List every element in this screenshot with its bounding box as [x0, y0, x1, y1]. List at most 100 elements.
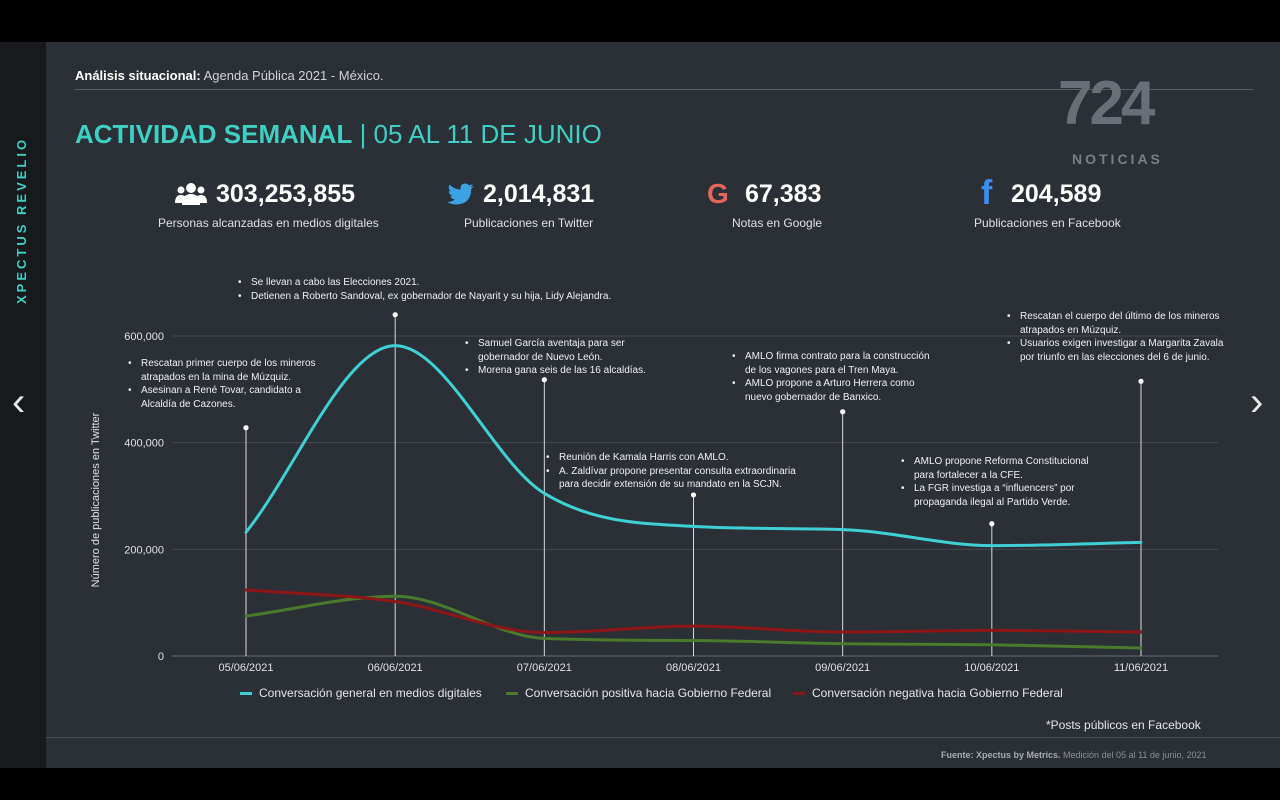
y-tick-label: 0: [158, 651, 164, 663]
stat-label-google: Notas en Google: [732, 216, 823, 230]
source-rest: Medición del 05 al 11 de junio, 2021: [1060, 750, 1207, 760]
annotation-line: Rescatan el cuerpo del último de los min…: [1020, 311, 1220, 322]
legend-label-positive: Conversación positiva hacia Gobierno Fed…: [525, 686, 772, 700]
logo-number: 724: [1058, 69, 1155, 138]
annotation-line: Se llevan a cabo las Elecciones 2021.: [251, 277, 420, 288]
facebook-icon: f: [981, 174, 993, 212]
annotation-bullet: AMLO firma contrato para la construcción…: [732, 350, 930, 377]
stat-label-twitter: Publicaciones en Twitter: [464, 216, 594, 230]
legend-swatch-general: [240, 692, 252, 696]
y-tick-label: 200,000: [124, 544, 164, 556]
annotation-line: AMLO propone a Arturo Herrera como: [745, 378, 915, 389]
legend-item-general: Conversación general en medios digitales: [240, 686, 482, 700]
annotation-line: La FGR investiga a “influencers” por: [914, 483, 1075, 494]
title-rest: | 05 AL 11 DE JUNIO: [352, 119, 602, 149]
y-tick-label: 400,000: [124, 438, 164, 450]
page-title: ACTIVIDAD SEMANAL | 05 AL 11 DE JUNIO: [75, 119, 602, 150]
annotation-bullet: Se llevan a cabo las Elecciones 2021.: [238, 276, 611, 290]
y-axis-label: Número de publicaciones en Twitter: [90, 412, 102, 587]
annotation-line: Morena gana seis de las 16 alcaldías.: [478, 365, 646, 376]
annotation-line: Rescatan primer cuerpo de los mineros: [141, 358, 316, 369]
annotation-line: AMLO propone Reforma Constitucional: [914, 456, 1089, 467]
people-icon: [175, 183, 207, 205]
breadcrumb: Análisis situacional: Agenda Pública 202…: [75, 68, 384, 83]
series-line-general: [244, 344, 1143, 548]
sidebar: XPECTUS REVELIO: [0, 42, 46, 768]
event-annotation: AMLO propone Reforma Constitucional para …: [901, 455, 1089, 509]
event-annotation: AMLO firma contrato para la construcción…: [732, 350, 930, 404]
x-tick-label: 07/06/2021: [517, 662, 572, 674]
annotation-line: Detienen a Roberto Sandoval, ex gobernad…: [251, 290, 612, 302]
legend-swatch-positive: [506, 692, 518, 696]
series-line-negative: [244, 588, 1143, 635]
breadcrumb-bold: Análisis situacional:: [75, 68, 201, 83]
next-slide-button[interactable]: ›: [1250, 380, 1264, 424]
stat-label-facebook: Publicaciones en Facebook: [974, 216, 1121, 230]
legend-label-general: Conversación general en medios digitales: [259, 686, 482, 700]
stat-value-facebook: 204,589: [1011, 180, 1102, 208]
annotation-bullet: Detienen a Roberto Sandoval, ex gobernad…: [238, 290, 611, 304]
annotation-marker-dot: [840, 409, 846, 415]
prev-slide-button[interactable]: ‹: [12, 380, 26, 424]
event-annotation: Reunión de Kamala Harris con AMLO. A. Zal…: [546, 451, 796, 492]
stat-value-google: 67,383: [745, 180, 822, 208]
annotation-line: propaganda ilegal al Partido Verde.: [914, 496, 1071, 508]
stat-value-twitter: 2,014,831: [483, 180, 595, 208]
annotation-bullet: AMLO propone Reforma Constitucional para …: [901, 455, 1089, 482]
annotation-marker-dot: [1138, 378, 1144, 384]
legend-item-negative: Conversación negativa hacia Gobierno Fed…: [793, 686, 1063, 700]
annotation-line: atrapados en la mina de Múzquiz.: [141, 371, 292, 383]
source-bold: Fuente: Xpectus by Metrics.: [941, 750, 1061, 760]
annotation-bullet: Rescatan primer cuerpo de los mineros atr…: [128, 357, 316, 384]
annotation-bullet: AMLO propone a Arturo Herrera como nuevo …: [732, 377, 930, 404]
event-annotation: Samuel García aventaja para ser gobernado…: [465, 337, 646, 378]
google-icon: G: [707, 178, 729, 209]
x-tick-label: 09/06/2021: [815, 662, 870, 674]
annotation-bullet: A. Zaldívar propone presentar consulta e…: [546, 465, 796, 492]
annotation-line: atrapados en Múzquiz.: [1020, 324, 1122, 336]
y-tick-label: 600,000: [124, 331, 164, 343]
footnote: *Posts públicos en Facebook: [1046, 718, 1201, 732]
event-annotation: Se llevan a cabo las Elecciones 2021. Det…: [238, 276, 611, 303]
annotation-bullet: Morena gana seis de las 16 alcaldías.: [465, 364, 646, 378]
annotation-line: Alcaldía de Cazones.: [141, 398, 236, 410]
annotation-line: por triunfo en las elecciones del 6 de j…: [1020, 351, 1210, 363]
annotation-marker-dot: [392, 312, 398, 318]
footer-divider: [46, 737, 1280, 738]
annotation-line: para decidir extensión de su mandato en …: [559, 479, 782, 490]
annotation-bullet: Rescatan el cuerpo del último de los min…: [1007, 310, 1223, 337]
annotation-line: AMLO firma contrato para la construcción: [745, 351, 930, 362]
x-tick-label: 06/06/2021: [368, 662, 423, 674]
legend-swatch-negative: [793, 692, 805, 696]
event-annotation: Rescatan el cuerpo del último de los min…: [1007, 310, 1223, 364]
annotation-line: para fortalecer a la CFE.: [914, 469, 1023, 481]
annotation-line: gobernador de Nuevo León.: [478, 351, 603, 363]
stat-value-reach: 303,253,855: [216, 180, 356, 208]
annotation-marker-dot: [690, 492, 697, 498]
twitter-icon: [447, 183, 474, 205]
annotation-line: Reunión de Kamala Harris con AMLO.: [559, 452, 729, 463]
annotation-line: de los vagones para el Tren Maya.: [745, 364, 899, 376]
logo-sub: NOTICIAS: [1072, 151, 1163, 167]
annotation-bullet: Reunión de Kamala Harris con AMLO.: [546, 451, 796, 465]
x-tick-label: 05/06/2021: [218, 662, 273, 674]
annotation-line: nuevo gobernador de Banxico.: [745, 391, 882, 403]
annotation-bullet: Usuarios exigen investigar a Margarita Z…: [1007, 337, 1223, 364]
annotation-bullet: Asesinan a René Tovar, candidato a Alcald…: [128, 384, 316, 411]
legend-label-negative: Conversación negativa hacia Gobierno Fed…: [812, 686, 1063, 700]
annotation-marker-dot: [541, 377, 547, 383]
annotation-marker-dot: [989, 521, 995, 527]
title-main: ACTIVIDAD SEMANAL: [75, 119, 353, 149]
event-annotation: Rescatan primer cuerpo de los mineros atr…: [128, 357, 316, 411]
header-divider: [75, 89, 1253, 90]
source-note: Fuente: Xpectus by Metrics. Medición del…: [941, 750, 1206, 760]
annotation-line: Samuel García aventaja para ser: [478, 338, 625, 349]
series-line-positive: [244, 594, 1143, 650]
annotation-bullet: La FGR investiga a “influencers” por prop…: [901, 482, 1089, 509]
x-tick-label: 11/06/2021: [1114, 662, 1168, 674]
x-tick-label: 10/06/2021: [964, 662, 1019, 674]
legend-item-positive: Conversación positiva hacia Gobierno Fed…: [506, 686, 771, 700]
stat-label-reach: Personas alcanzadas en medios digitales: [158, 216, 379, 230]
annotation-bullet: Samuel García aventaja para ser gobernado…: [465, 337, 646, 364]
